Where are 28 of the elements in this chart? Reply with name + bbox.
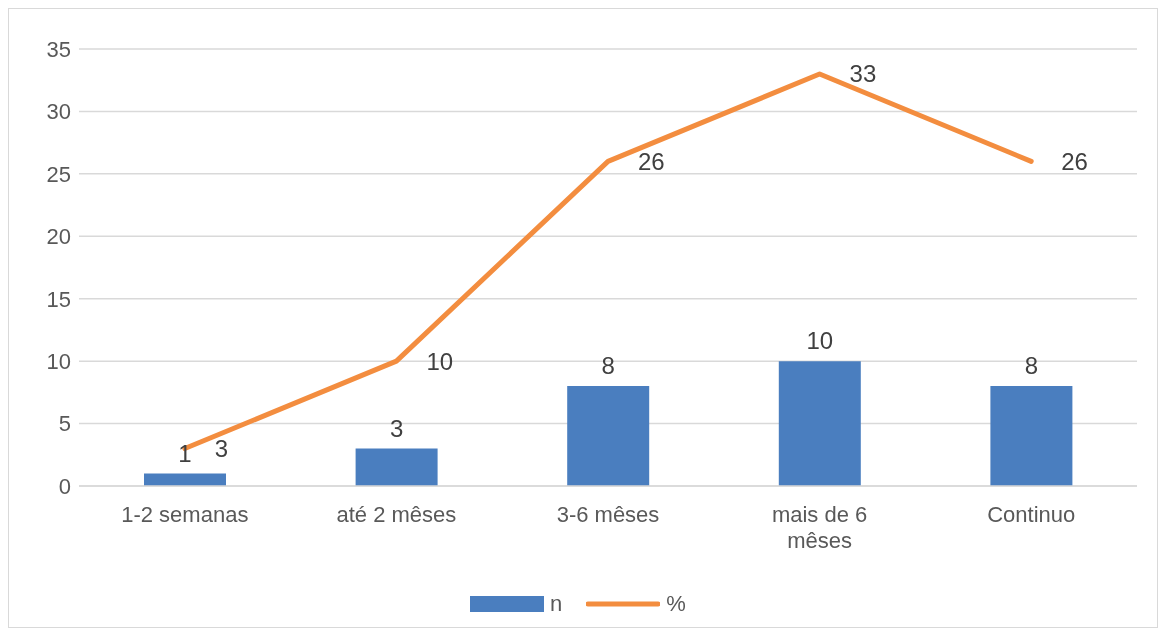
data-label: 26 <box>1061 147 1088 175</box>
y-tick-label: 15 <box>46 286 71 312</box>
bar <box>778 361 861 486</box>
bar <box>567 386 650 486</box>
bar <box>355 448 438 486</box>
y-tick-label: 0 <box>58 473 71 499</box>
x-tick-label: 1-2 semanas <box>121 502 249 527</box>
data-label: 8 <box>1024 352 1039 380</box>
x-tick-label: mais de 6 mêses <box>771 502 868 553</box>
data-label: 3 <box>214 435 229 463</box>
y-tick-label: 10 <box>46 348 71 374</box>
x-tick-label: até 2 mêses <box>336 502 457 527</box>
y-tick-label: 25 <box>46 161 71 187</box>
data-label: 10 <box>426 347 454 375</box>
legend-label: % <box>666 591 686 617</box>
data-label: 10 <box>806 327 834 355</box>
x-tick-label: 3-6 mêses <box>556 502 660 527</box>
bar <box>990 386 1073 486</box>
y-tick-label: 5 <box>58 411 71 437</box>
y-tick-label: 20 <box>46 224 71 250</box>
y-tick-label: 30 <box>46 99 71 125</box>
legend-label: n <box>550 591 563 617</box>
data-label: 3 <box>389 414 404 442</box>
x-tick-label: Continuo <box>987 502 1076 527</box>
data-label: 26 <box>638 147 665 175</box>
y-tick-label: 35 <box>46 36 71 62</box>
data-label: 33 <box>849 60 877 88</box>
data-label: 8 <box>601 352 615 380</box>
